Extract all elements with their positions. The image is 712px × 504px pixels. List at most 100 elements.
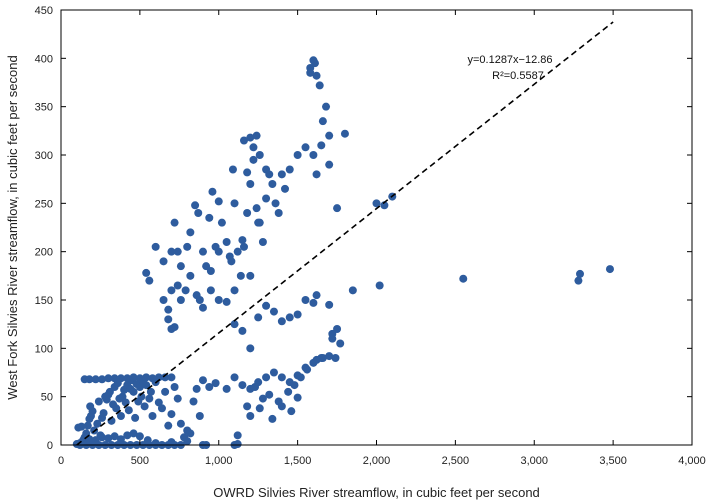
data-point [277, 317, 286, 326]
data-point [312, 170, 321, 179]
data-point [98, 433, 107, 442]
data-point [124, 406, 133, 415]
data-point [77, 422, 86, 431]
data-point [206, 267, 215, 275]
data-point [186, 429, 195, 438]
regression-equation: y=0.1287x−12.86 [467, 54, 552, 66]
data-point [239, 242, 248, 251]
data-point [249, 143, 258, 152]
x-tick-label: 1,000 [205, 455, 233, 467]
data-point [222, 238, 231, 246]
y-axis-title: West Fork Silvies River streamflow, in c… [5, 55, 20, 399]
data-point [269, 368, 278, 377]
data-point [159, 257, 168, 266]
data-point [110, 432, 119, 441]
data-point [246, 133, 255, 142]
data-point [217, 218, 226, 227]
data-point [142, 268, 151, 277]
data-point [91, 375, 100, 384]
data-point [255, 151, 264, 159]
data-point [312, 71, 321, 80]
x-tick-label: 4,000 [678, 455, 706, 467]
data-point [195, 412, 204, 420]
data-point [205, 213, 214, 222]
data-point [236, 271, 245, 280]
data-point [164, 305, 173, 314]
regression-line [76, 21, 614, 446]
data-point [325, 352, 334, 361]
data-point [277, 170, 286, 179]
data-point [191, 201, 200, 210]
data-point [252, 131, 261, 140]
x-axis-title: OWRD Silvies River streamflow, in cubic … [213, 485, 540, 500]
data-point [142, 373, 151, 382]
y-tick-label: 400 [35, 53, 53, 65]
data-point [252, 204, 261, 213]
data-point [310, 59, 319, 68]
data-point [293, 310, 302, 319]
data-point [233, 247, 242, 256]
y-tick-label: 350 [35, 102, 53, 114]
data-point [135, 374, 144, 383]
data-point [123, 431, 132, 440]
data-point [333, 204, 342, 213]
data-point [459, 274, 468, 283]
data-point [258, 238, 267, 246]
data-point [258, 394, 267, 403]
data-point [293, 151, 302, 159]
y-tick-label: 450 [35, 5, 53, 17]
data-point [145, 276, 154, 285]
data-point [192, 384, 201, 393]
data-point [254, 313, 263, 322]
data-point [198, 376, 207, 385]
data-point [269, 307, 278, 316]
data-point [206, 286, 215, 295]
data-point [331, 354, 340, 362]
data-point [318, 117, 327, 126]
data-point [98, 375, 107, 384]
data-point [325, 160, 334, 169]
y-tick-label: 50 [41, 392, 53, 404]
data-point [312, 291, 321, 300]
data-point [148, 374, 157, 383]
data-point [142, 381, 151, 390]
data-point [167, 286, 176, 295]
data-point [227, 257, 236, 266]
data-point [146, 387, 155, 396]
data-point [85, 375, 94, 384]
data-point [239, 136, 248, 145]
data-point [121, 398, 130, 407]
data-point [348, 286, 357, 295]
data-points [72, 56, 614, 449]
data-point [243, 168, 252, 177]
data-point [268, 180, 277, 188]
data-point [255, 404, 264, 413]
data-point [296, 373, 305, 382]
data-point [576, 269, 584, 278]
data-point [157, 404, 166, 413]
data-point [176, 296, 185, 304]
data-point [243, 209, 252, 217]
data-point [230, 286, 239, 295]
data-point [238, 236, 247, 245]
data-point [309, 298, 318, 307]
data-point [301, 143, 310, 152]
data-point [285, 165, 294, 174]
data-point [281, 184, 289, 193]
y-tick-label: 100 [35, 343, 53, 355]
data-point [148, 412, 157, 420]
data-point [140, 402, 149, 411]
x-tick-label: 500 [131, 455, 149, 467]
data-point [233, 440, 242, 449]
data-point [131, 413, 140, 422]
data-point [274, 209, 283, 217]
data-point [167, 410, 176, 419]
data-point [230, 199, 239, 208]
data-point [214, 197, 223, 206]
data-point [176, 262, 185, 271]
data-point [246, 180, 255, 188]
axis-tick-labels: 0 500 1,000 1,500 2,000 2,500 3,000 3,500 4,000 0… [35, 5, 706, 467]
data-point [246, 271, 255, 280]
data-point [251, 383, 260, 391]
data-point [230, 373, 239, 382]
